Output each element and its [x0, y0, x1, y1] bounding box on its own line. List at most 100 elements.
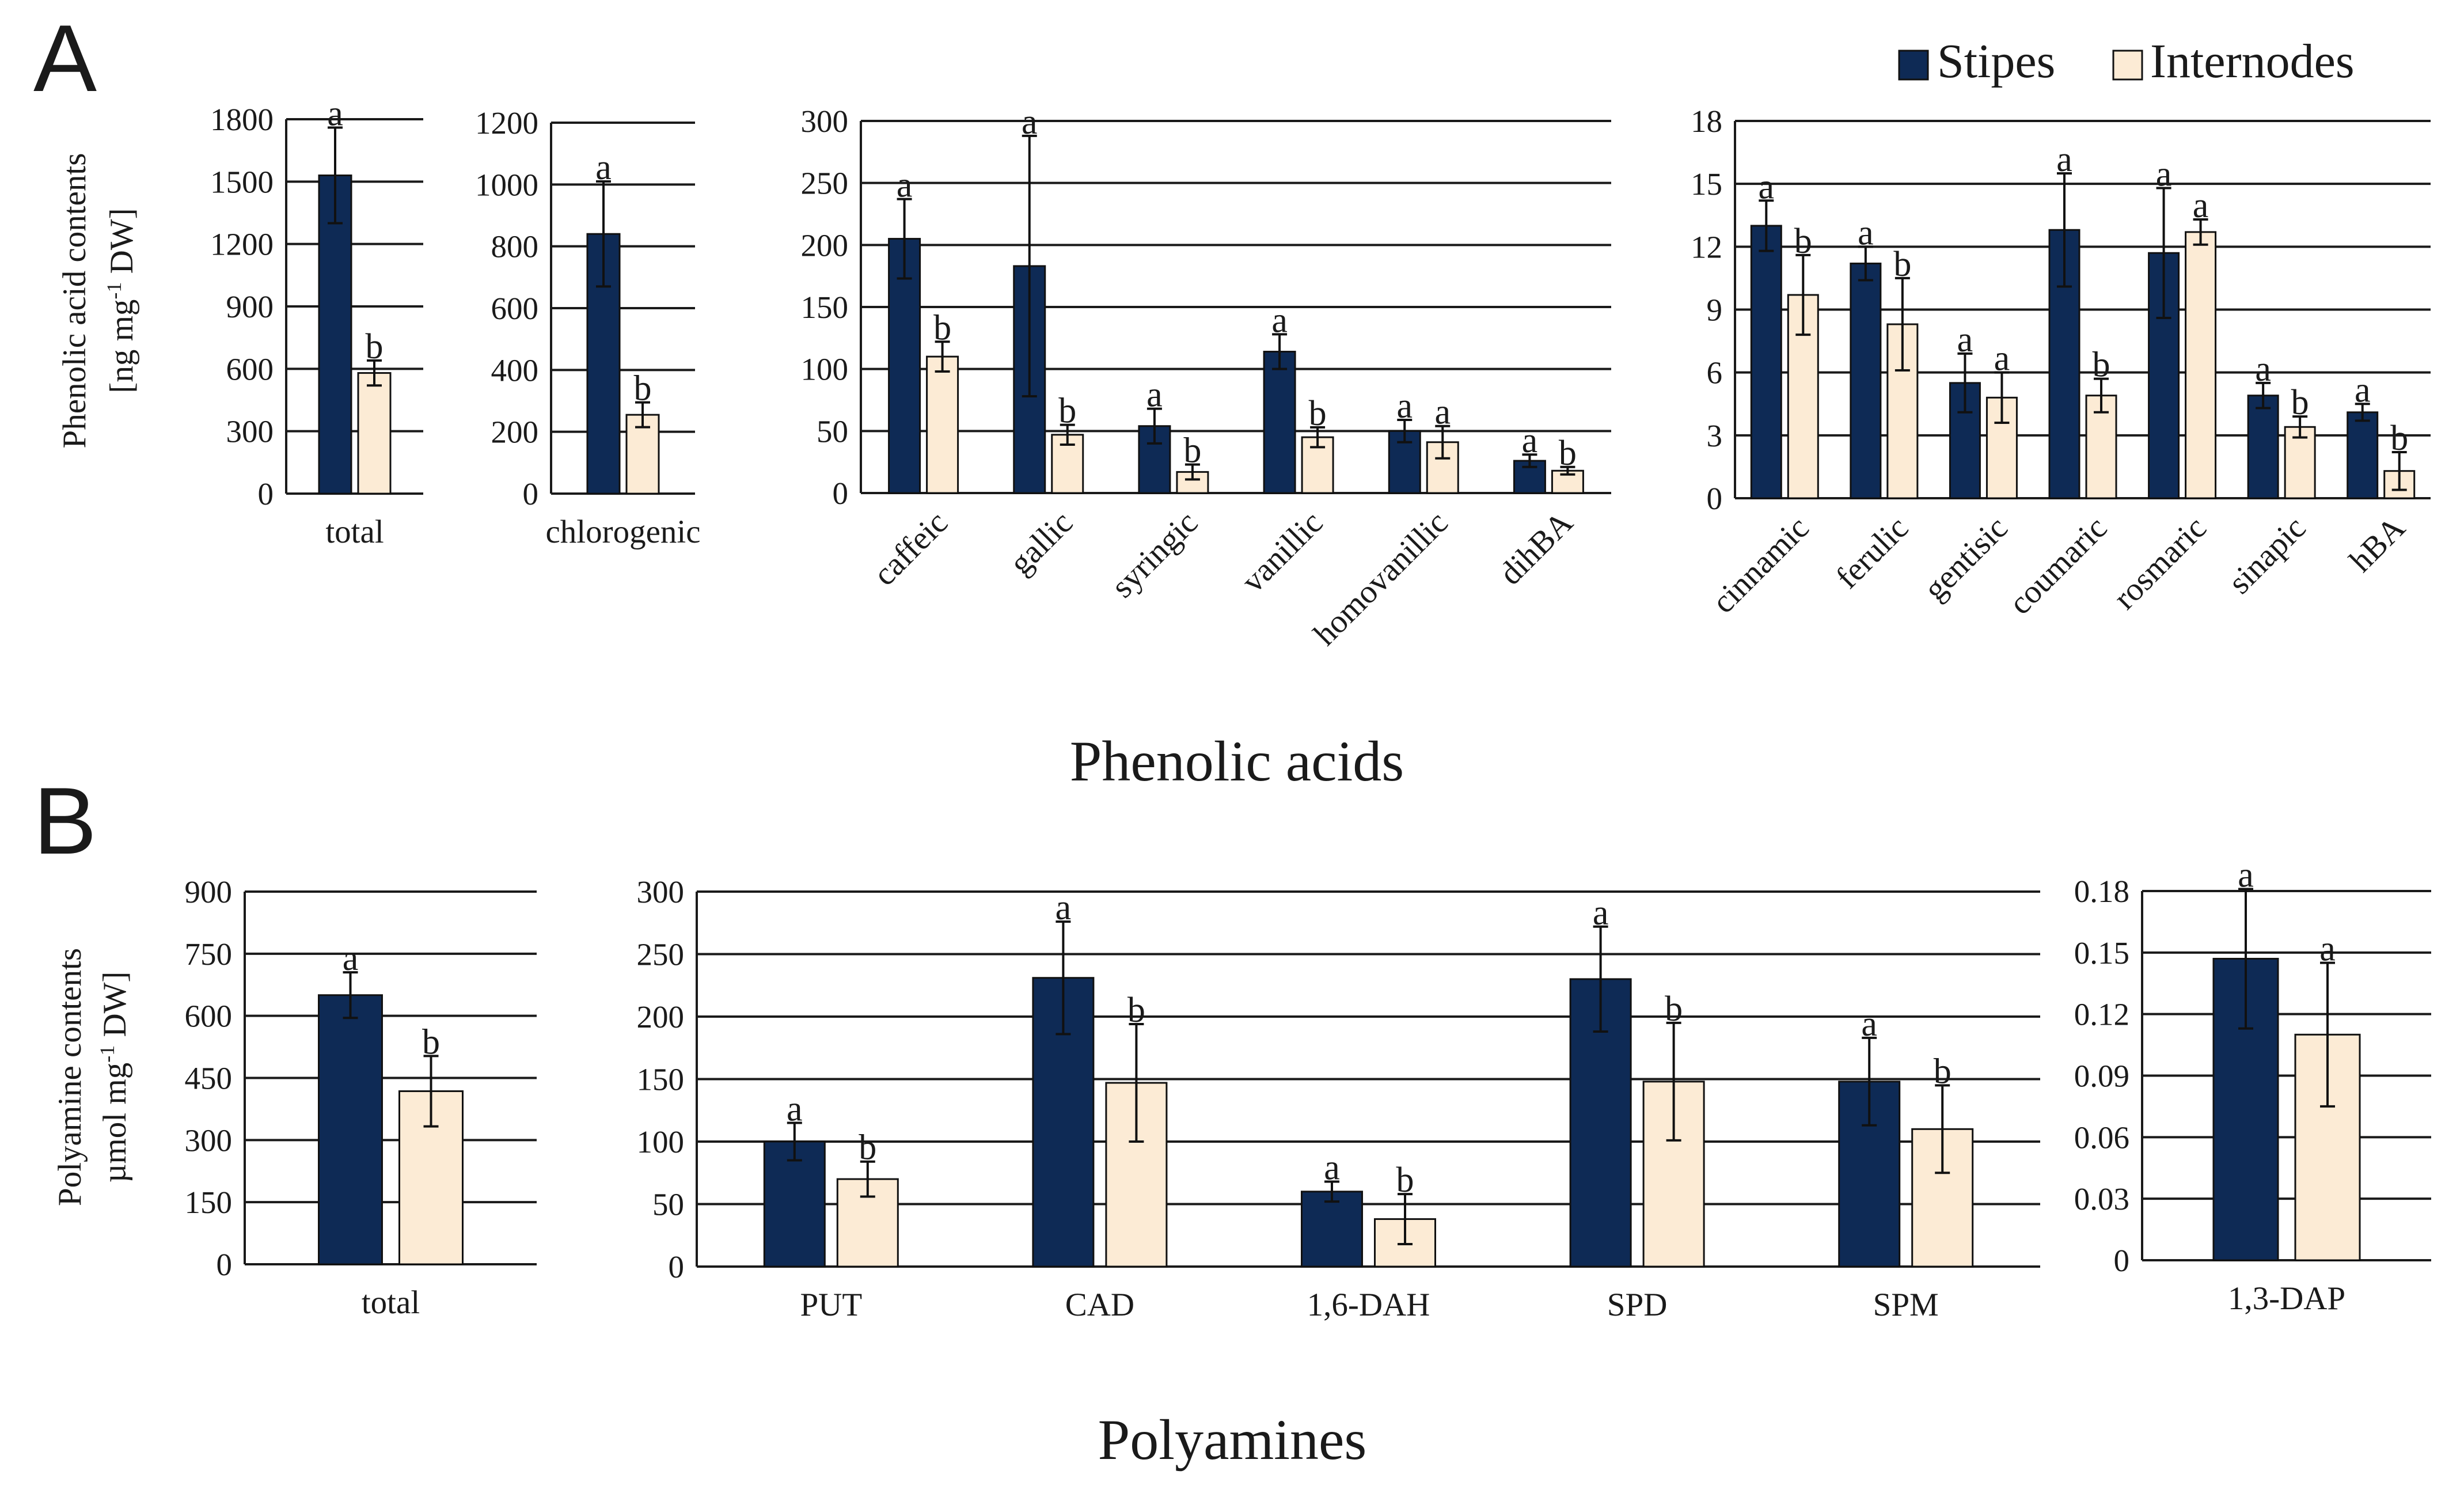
significance-letter-internodes-coumaric: b: [2093, 346, 2110, 385]
legend-label-stipes: Stipes: [1937, 35, 2055, 88]
bar-internodes-total: [357, 372, 392, 495]
category-label-spm: SPM: [1873, 1287, 1939, 1323]
error-bar-internodes-ferulic: [1894, 276, 1910, 372]
y-tick-label: 250: [637, 937, 685, 972]
significance-letter-stipes-cinnamic: a: [1759, 167, 1775, 206]
significance-letter-stipes-syringic: a: [1146, 376, 1163, 415]
significance-letter-stipes-coumaric: a: [2056, 140, 2072, 179]
bar-stipes-vanillic: [1263, 351, 1296, 494]
chart-phenolic-total: 0 300 600 900 1200 1500 1800 a b total: [210, 94, 423, 550]
y-tick-label: 200: [491, 415, 539, 450]
category-label-1-3-dap: 1,3-DAP: [2228, 1280, 2345, 1317]
y-tick-label: 0: [258, 476, 274, 511]
error-bar-internodes-1-3-dap: [2320, 961, 2335, 1108]
legend-swatch-stipes: [1898, 50, 1929, 81]
significance-letter-internodes-rosmaric: a: [2193, 186, 2209, 225]
bar-stipes-sinapic: [2247, 395, 2279, 499]
error-bar-internodes-1-6-dah: [1398, 1193, 1413, 1245]
error-bar-stipes-1-3-dap: [2238, 888, 2253, 1030]
bar-stipes-1-6-dah: [1301, 1191, 1363, 1268]
error-bar-internodes-caffeic: [935, 340, 950, 373]
bar-stipes-syringic: [1138, 425, 1171, 494]
y-tick-label: 900: [226, 289, 274, 324]
chart-polyamines: 0 50 100 150 200 250 300 a b PUT a b CAD a b 1,6-DAH a b S…: [637, 874, 2040, 1323]
category-label-1-6-dah: 1,6-DAH: [1307, 1287, 1430, 1323]
error-bar-internodes-rosmaric: [2193, 218, 2208, 246]
significance-letter-stipes-cad: a: [1056, 888, 1072, 927]
significance-letter-stipes-dihba: a: [1522, 421, 1538, 460]
significance-letter-stipes-ferulic: a: [1858, 213, 1874, 252]
significance-letter-internodes-caffeic: b: [933, 308, 951, 347]
y-tick-label: 0.09: [2074, 1059, 2129, 1094]
error-bar-stipes-syringic: [1146, 407, 1162, 445]
significance-letter-stipes-spm: a: [1861, 1005, 1877, 1044]
error-bar-internodes-chlorogenic: [635, 401, 650, 429]
error-bar-stipes-dihba: [1522, 453, 1537, 468]
significance-letter-stipes-spd: a: [1593, 893, 1609, 933]
y-tick-label: 18: [1691, 104, 1722, 139]
y-tick-label: 900: [185, 874, 233, 909]
significance-letter-internodes-spd: b: [1665, 990, 1683, 1029]
error-bar-stipes-spm: [1862, 1036, 1877, 1127]
y-tick-label: 300: [801, 104, 849, 139]
significance-letter-internodes-1-6-dah: b: [1396, 1161, 1414, 1200]
y-tick-label: 450: [185, 1061, 233, 1096]
error-bar-stipes-cad: [1056, 920, 1071, 1036]
error-bar-stipes-cinnamic: [1759, 199, 1774, 252]
category-label-total: total: [362, 1284, 420, 1321]
y-tick-label: 0: [1707, 481, 1723, 516]
y-tick-label: 1800: [210, 102, 274, 137]
significance-letter-internodes-syringic: b: [1183, 431, 1201, 470]
panel-a-ylabel-line1: Phenolic acid contents: [56, 153, 93, 449]
panel-b-ylabel-line2: µmol mg-1 DW]: [96, 972, 133, 1183]
y-tick-label: 1000: [475, 167, 538, 202]
y-tick-label: 1200: [475, 105, 538, 141]
y-tick-label: 150: [637, 1062, 685, 1097]
bar-stipes-cinnamic: [1750, 225, 1782, 499]
y-tick-label: 300: [637, 874, 685, 909]
significance-letter-stipes-chlorogenic: a: [595, 148, 612, 187]
error-bar-stipes-hba: [2355, 403, 2370, 422]
panel-b-ylabel-line1: Polyamine contents: [52, 948, 88, 1206]
error-bar-internodes-spd: [1666, 1021, 1681, 1142]
significance-letter-internodes-ferulic: b: [1893, 245, 1911, 284]
error-bar-stipes-ferulic: [1858, 245, 1873, 282]
y-tick-label: 800: [491, 229, 539, 264]
bar-stipes-caffeic: [888, 238, 921, 494]
y-tick-label: 50: [817, 414, 848, 449]
panel-b-ylabel-end: DW]: [97, 972, 133, 1045]
y-tick-label: 15: [1691, 166, 1722, 202]
chart-dap: 0 0.03 0.06 0.09 0.12 0.15 0.18 a a 1,3-DAP: [2074, 855, 2431, 1317]
error-bar-internodes-total: [367, 359, 382, 387]
error-bar-internodes-dihba: [1560, 465, 1575, 476]
y-tick-label: 0.03: [2074, 1181, 2129, 1216]
error-bar-stipes-1-6-dah: [1324, 1180, 1339, 1203]
chart-chlorogenic: 0 200 400 600 800 1000 1200 a b chlorogenic: [475, 105, 701, 550]
y-tick-label: 100: [801, 352, 849, 387]
significance-letter-internodes-cad: b: [1127, 991, 1145, 1030]
significance-letter-internodes-total: b: [366, 327, 384, 366]
bar-internodes-sinapic: [2284, 426, 2316, 499]
error-bar-stipes-spd: [1593, 925, 1608, 1033]
error-bar-internodes-homovanillic: [1435, 424, 1451, 460]
significance-letter-internodes-sinapic: b: [2291, 383, 2309, 422]
panel-a-letter: A: [33, 5, 97, 111]
panel-b-ylabel-sup: -1: [96, 1045, 119, 1063]
significance-letter-internodes-gallic: b: [1058, 392, 1076, 431]
error-bar-internodes-cinnamic: [1795, 253, 1811, 336]
error-bar-internodes-sinapic: [2292, 415, 2308, 439]
y-tick-label: 0.15: [2074, 935, 2129, 971]
y-tick-label: 100: [637, 1124, 685, 1159]
error-bar-stipes-sinapic: [2256, 381, 2271, 410]
category-label-cad: CAD: [1065, 1287, 1134, 1323]
panel-a-ylabel-line2: [ng mg-1 DW]: [102, 208, 140, 393]
significance-letter-stipes-sinapic: a: [2255, 350, 2271, 389]
significance-letter-internodes-1-3-dap: a: [2319, 930, 2336, 969]
error-bar-internodes-gallic: [1060, 423, 1075, 446]
y-tick-label: 0: [217, 1247, 233, 1282]
y-tick-label: 0: [523, 476, 539, 511]
panel-a-title: Phenolic acids: [1070, 729, 1404, 793]
significance-letter-stipes-1-3-dap: a: [2238, 855, 2254, 894]
error-bar-internodes-gentisic: [1994, 371, 2010, 424]
y-tick-label: 12: [1691, 229, 1722, 264]
